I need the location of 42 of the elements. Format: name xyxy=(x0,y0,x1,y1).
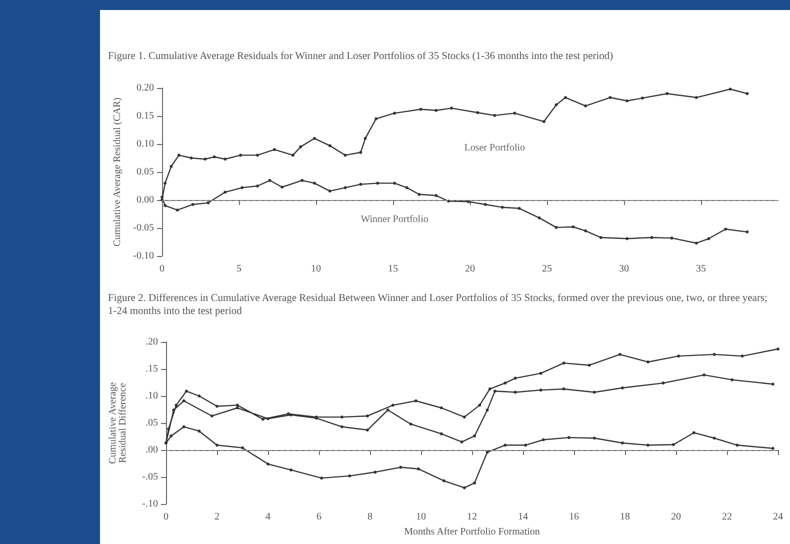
x-tick-label: 5 xyxy=(236,264,242,274)
x-tick-label: 6 xyxy=(316,512,322,522)
x-tick-label: 14 xyxy=(518,512,528,522)
x-tick-label: 15 xyxy=(388,264,398,274)
x-tick-label: 10 xyxy=(416,512,426,522)
x-tick-label: 2 xyxy=(214,512,220,522)
y-tick-label: 0.15 xyxy=(136,110,154,122)
y-tick-label: -.10 xyxy=(142,498,158,510)
x-tick-label: 20 xyxy=(465,264,475,274)
x-tick-label: 30 xyxy=(619,264,629,274)
y-tick-label: .20 xyxy=(146,336,158,348)
x-tick-label: 0 xyxy=(164,512,168,522)
series-label: Winner Portfolio xyxy=(360,214,428,226)
x-tick-label: 20 xyxy=(671,512,681,522)
chart-title: Figure 2. Differences in Cumulative Average Residual Between Winner and Loser Portfolios of 35 Stocks, formed over the previous one, two, or three years; 1-24 months into the test period xyxy=(108,292,768,318)
y-axis-title: Cumulative Average Residual (CAR) xyxy=(112,98,123,246)
y-tick-label: .15 xyxy=(146,364,158,374)
y-tick-label: .10 xyxy=(146,390,158,402)
y-tick-label: 0.10 xyxy=(136,138,154,150)
y-tick-label: .00 xyxy=(146,444,158,456)
x-tick-label: 12 xyxy=(467,512,477,522)
y-tick-label: -0.10 xyxy=(133,250,154,262)
x-tick-label: 4 xyxy=(266,512,270,522)
x-tick-label: 35 xyxy=(696,264,706,274)
x-tick-label: 8 xyxy=(368,512,372,522)
text: Loser Portfolio xyxy=(464,142,526,154)
x-tick-label: 25 xyxy=(542,264,552,274)
x-tick-label: 10 xyxy=(311,264,321,274)
x-tick-label: 24 xyxy=(773,512,783,522)
y-tick-label: 0.05 xyxy=(136,166,154,178)
y-tick-label: -0.05 xyxy=(133,222,154,234)
y-tick-label: .05 xyxy=(146,418,158,428)
y-tick-label: 0.20 xyxy=(136,82,154,94)
y-tick-label: -.05 xyxy=(142,472,158,482)
x-tick-label: 16 xyxy=(569,512,579,522)
x-tick-label: 0 xyxy=(160,264,164,274)
chart-title: Figure 1. Cumulative Average Residuals for Winner and Loser Portfolios of 35 Stocks (1-36 months into the test period) xyxy=(108,50,614,63)
x-axis-title: Months After Portfolio Formation xyxy=(404,526,540,538)
x-tick-label: 18 xyxy=(620,512,630,522)
x-tick-label: 22 xyxy=(722,512,732,522)
y-axis-title: Cumulative Average Residual Difference xyxy=(108,382,128,464)
y-tick-label: 0.00 xyxy=(136,194,154,206)
